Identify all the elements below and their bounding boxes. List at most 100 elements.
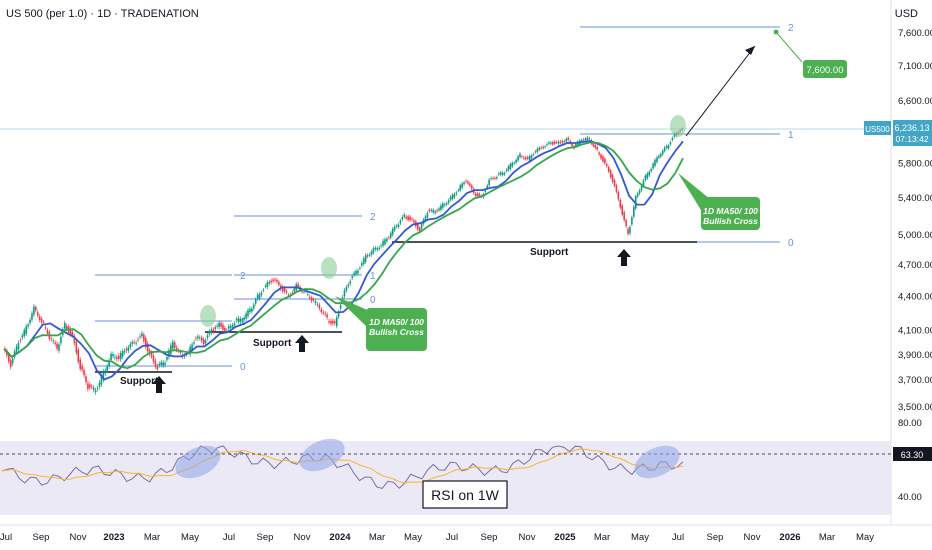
candle-body (559, 141, 562, 143)
candle-body (210, 329, 213, 333)
price-tick-label: 3,700.00 (898, 375, 932, 386)
candle-body (249, 308, 251, 313)
candle-body (497, 173, 500, 175)
candle-body (515, 159, 517, 163)
time-tick-label: Mar (594, 532, 610, 543)
candle-body (202, 339, 205, 345)
candle-body (476, 193, 479, 197)
candle-body (87, 383, 89, 389)
candle-body (669, 142, 672, 145)
candle-body (405, 216, 407, 219)
time-tick-label: Mar (369, 532, 385, 543)
candle-body (646, 173, 649, 179)
support-label: Support (120, 376, 159, 387)
candle-body (372, 248, 375, 253)
candle-body (546, 144, 548, 145)
candle-body (434, 211, 436, 214)
callout-label: Bullish Cross (369, 327, 424, 337)
candle-body (56, 343, 58, 349)
candle-body (262, 290, 265, 291)
candle-body (648, 171, 651, 176)
candle-body (607, 167, 610, 172)
candle-body (173, 342, 176, 348)
price-tick-label: 4,700.00 (898, 260, 932, 271)
candle-body (200, 337, 203, 341)
candle-body (436, 210, 438, 212)
candle-body (503, 173, 506, 175)
candle-body (79, 359, 81, 369)
time-tick-label: Nov (294, 532, 311, 543)
candle-body (237, 318, 240, 322)
callout-label: 1D MA50/ 100 (369, 317, 424, 327)
callout-box (366, 308, 427, 351)
candle-body (609, 170, 612, 178)
candle-body (283, 288, 286, 292)
candle-body (499, 172, 502, 175)
candle-body (430, 209, 433, 211)
candle-body (469, 183, 471, 186)
candle-body (561, 140, 564, 143)
candle-body (536, 148, 539, 153)
candle-body (661, 150, 664, 155)
rsi-highlight-ellipse (634, 445, 680, 479)
symbol-header: US 500 (per 1.0) · 1D · TRADENATION (6, 8, 199, 20)
candle-body (665, 145, 668, 148)
candle-body (345, 287, 348, 291)
candle-body (276, 279, 278, 282)
candle-body (81, 365, 83, 370)
candle-body (108, 360, 110, 367)
candle-body (175, 347, 178, 350)
fib-level-label: 2 (240, 271, 246, 282)
candle-body (461, 183, 463, 188)
candle-body (63, 322, 66, 329)
candle-body (131, 342, 134, 344)
candle-body (268, 282, 271, 284)
candle-body (357, 270, 359, 274)
candle-body (220, 322, 222, 327)
candle-body (46, 330, 49, 334)
candle-body (216, 325, 218, 327)
candle-body (382, 240, 384, 246)
candle-body (636, 193, 639, 197)
candle-body (8, 354, 10, 362)
candle-body (98, 382, 101, 387)
candle-body (241, 320, 244, 322)
rsi-ma-line (1, 448, 684, 484)
candle-body (183, 355, 186, 357)
candle-body (542, 146, 544, 149)
candle-body (38, 316, 41, 320)
candle-body (663, 147, 666, 151)
candle-body (376, 248, 379, 250)
candle-body (96, 388, 99, 390)
candle-body (123, 350, 126, 353)
candle-body (330, 321, 332, 324)
candle-body (326, 314, 328, 318)
candle-body (324, 313, 326, 315)
candle-body (308, 296, 311, 299)
price-tick-label: 5,800.00 (898, 158, 932, 169)
candle-body (409, 216, 411, 221)
price-tick-label: 4,400.00 (898, 292, 932, 303)
candle-body (204, 340, 207, 344)
candle-body (179, 351, 182, 353)
candle-body (519, 153, 521, 158)
candle-body (144, 338, 147, 348)
candle-body (386, 238, 388, 242)
candle-body (143, 334, 145, 342)
candle-body (389, 232, 392, 238)
candle-body (303, 291, 305, 293)
candle-body (532, 154, 535, 156)
callout-label: 1D MA50/ 100 (703, 206, 758, 216)
candle-body (75, 342, 78, 353)
candle-body (644, 175, 647, 180)
candle-body (528, 156, 531, 161)
candle-body (565, 138, 568, 142)
candle-body (25, 326, 27, 334)
candle-body (470, 185, 473, 189)
fib-level-label: 0 (370, 295, 376, 306)
candle-body (320, 309, 323, 312)
candle-body (443, 204, 446, 206)
candle-body (652, 163, 654, 169)
candle-body (208, 331, 211, 335)
